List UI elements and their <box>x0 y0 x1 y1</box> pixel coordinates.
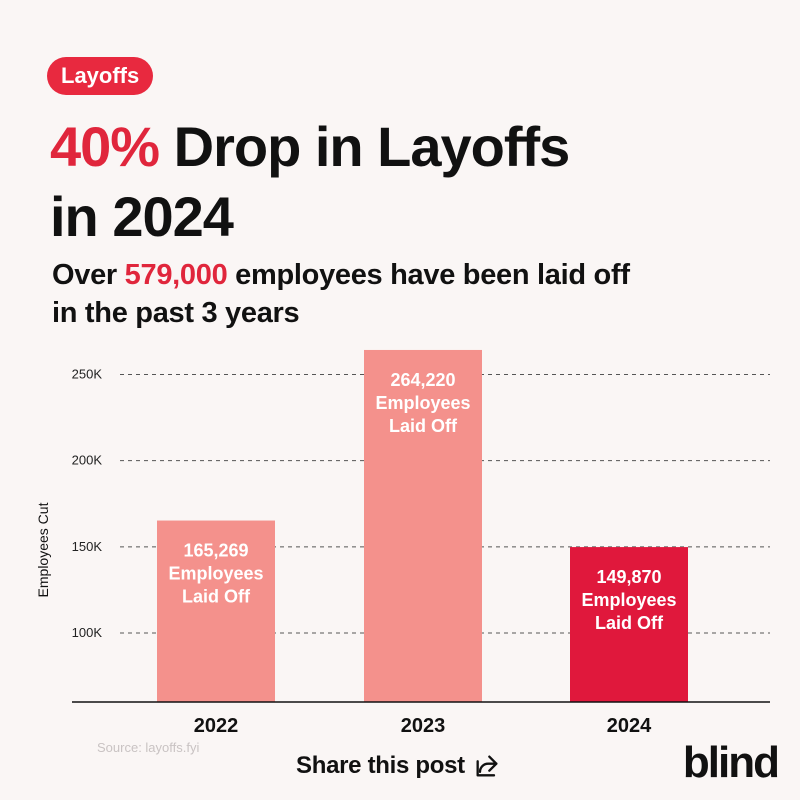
data-label-line: Employees <box>581 590 676 610</box>
data-label-line: Employees <box>375 393 470 413</box>
share-label: Share this post <box>296 752 465 779</box>
data-label-line: 149,870 <box>596 567 661 587</box>
data-label-2023: 264,220 Employees Laid Off <box>375 370 470 436</box>
headline: 40% Drop in Layoffs in 2024 <box>50 112 770 252</box>
data-label-line: Laid Off <box>389 416 458 436</box>
headline-line1-rest: Drop in Layoffs <box>159 115 571 178</box>
subhead-accent: 579,000 <box>124 259 228 291</box>
source-note: Source: layoffs.fyi <box>97 740 200 755</box>
data-label-line: Laid Off <box>182 587 251 607</box>
data-label-line: 165,269 <box>183 541 248 561</box>
x-tick-label-2022: 2022 <box>194 715 239 737</box>
y-tick-label: 150K <box>72 539 103 554</box>
y-axis-title: Employees Cut <box>35 502 51 597</box>
category-tag: Layoffs <box>47 57 154 95</box>
x-tick-label-2024: 2024 <box>607 715 652 737</box>
bars <box>157 349 688 702</box>
brand-logo: blind <box>682 738 780 787</box>
bar-2023 <box>364 349 482 702</box>
subhead-line2: in the past 3 years <box>52 297 300 329</box>
share-button[interactable]: Share this post <box>296 752 501 780</box>
data-label-2022: 165,269 Employees Laid Off <box>168 541 263 607</box>
data-label-line: 264,220 <box>390 370 455 390</box>
data-label-2024: 149,870 Employees Laid Off <box>581 567 676 633</box>
bar-chart: 165,269 Employees Laid Off 264,220 Employees… <box>35 349 770 737</box>
headline-accent: 40% <box>50 115 160 178</box>
data-label-line: Laid Off <box>595 613 664 633</box>
x-tick-label-2023: 2023 <box>401 715 446 737</box>
headline-line2: in 2024 <box>50 185 234 248</box>
share-arrow-icon <box>476 755 498 777</box>
data-label-line: Employees <box>168 564 263 584</box>
subhead-before: Over <box>52 259 125 291</box>
axes: 100K 150K 200K 250K Employees Cut 2022 2023 202… <box>35 366 770 737</box>
subheadline: Over 579,000 employees have been laid of… <box>52 256 772 332</box>
data-labels: 165,269 Employees Laid Off 264,220 Employees… <box>168 370 676 633</box>
y-tick-label: 250K <box>72 366 103 381</box>
bar-2024 <box>570 547 688 702</box>
y-tick-label: 100K <box>72 625 103 640</box>
subhead-after: employees have been laid off <box>227 259 630 291</box>
y-tick-label: 200K <box>72 453 103 468</box>
bar-2022 <box>157 520 275 702</box>
